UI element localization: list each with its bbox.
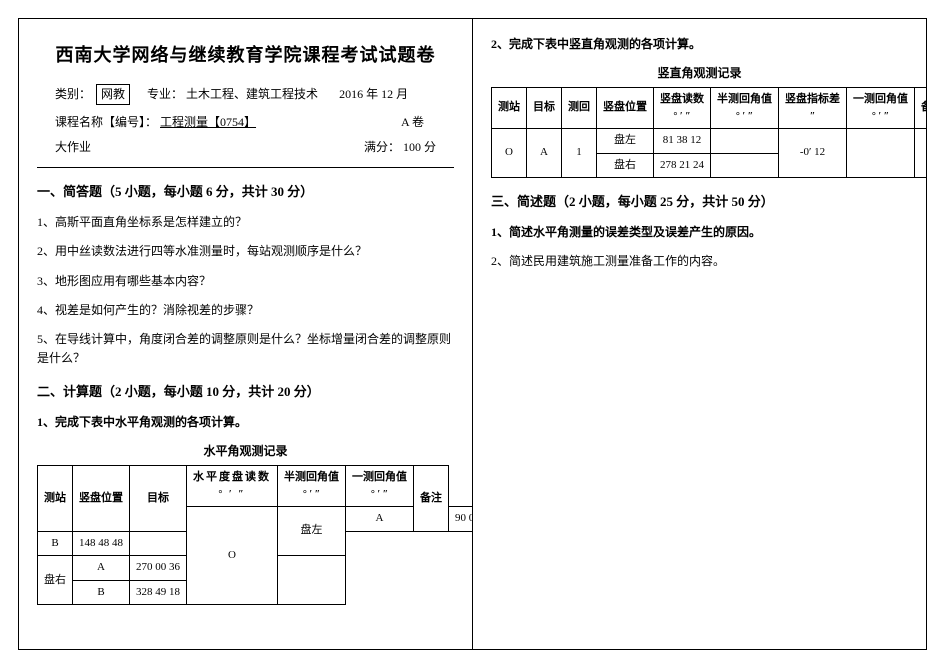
cell-pos-left: 盘左 [597,128,654,153]
cell-times: 1 [562,128,597,177]
exam-date: 2016 年 12 月 [339,87,408,101]
th-half: 半测回角值 ° ′ ″ [711,88,779,129]
table-row: 测站 竖盘位置 目标 水平度盘读数 ° ′ ″ 半测回角值 ° ′ ″ 一测回角… [38,466,473,507]
cell-target: B [73,580,130,605]
cell-reading: 81 38 12 [654,128,711,153]
category-label: 类别： [55,87,91,101]
major-label: 专业： [147,87,183,101]
cell-round [847,128,915,177]
meta-line-3: 大作业 满分： 100 分 [55,138,454,157]
th-station: 测站 [492,88,527,129]
question-5: 5、在导线计算中，角度闭合差的调整原则是什么？坐标增量闭合差的调整原则是什么？ [37,330,454,368]
th-position: 竖盘位置 [597,88,654,129]
calc-1-prompt: 1、完成下表中水平角观测的各项计算。 [37,413,454,432]
meta-line-2: 课程名称【编号】： 工程测量【0754】 A 卷 [55,113,454,132]
table-1-title: 水平角观测记录 [37,442,454,461]
vertical-angle-table: 测站 目标 测回 竖盘位置 竖盘读数 ° ′ ″ 半测回角值 ° ′ ″ 竖盘指… [491,87,927,178]
question-3: 3、地形图应用有哪些基本内容？ [37,272,454,291]
cell-target: A [346,507,414,532]
cell-pos-right: 盘右 [597,153,654,178]
divider [37,167,454,168]
cell-half [278,556,346,605]
table-row: O A 1 盘左 81 38 12 -0′ 12 [492,128,928,153]
worktype: 大作业 [55,140,91,154]
cell-reading: 148 48 48 [73,531,130,556]
course-label: 课程名称【编号】： [55,115,157,129]
category-value: 网教 [96,84,130,105]
describe-2: 2、简述民用建筑施工测量准备工作的内容。 [491,252,908,271]
cell-pos-left: 盘左 [278,507,346,556]
th-index: 竖盘指标差 ″ [779,88,847,129]
exam-page-right: 2、完成下表中竖直角观测的各项计算。 竖直角观测记录 测站 目标 测回 竖盘位置… [472,18,927,650]
section-2-heading: 二、计算题（2 小题，每小题 10 分，共计 20 分） [37,382,454,403]
cell-target: B [38,531,73,556]
th-round: 一测回角值 ° ′ ″ [847,88,915,129]
question-1: 1、高斯平面直角坐标系是怎样建立的？ [37,213,454,232]
cell-reading: 90 00 12 [449,507,473,532]
th-times: 测回 [562,88,597,129]
meta-line-1: 类别： 网教 专业： 土木工程、建筑工程技术 2016 年 12 月 [55,84,454,105]
th-station: 测站 [38,466,73,531]
course-value: 工程测量【0754】 [160,115,256,129]
question-2: 2、用中丝读数法进行四等水准测量时，每站观测顺序是什么？ [37,242,454,261]
cell-half [711,153,779,178]
th-target: 目标 [130,466,187,531]
cell-target: A [73,556,130,581]
th-note: 备注 [915,88,928,129]
calc-2-prompt: 2、完成下表中竖直角观测的各项计算。 [491,35,908,54]
cell-reading: 278 21 24 [654,153,711,178]
fullmark-value: 100 分 [403,140,436,154]
th-reading: 水平度盘读数 ° ′ ″ [187,466,278,507]
cell-note [915,128,928,177]
cell-index: -0′ 12 [779,128,847,177]
cell-reading: 328 49 18 [130,580,187,605]
th-note: 备注 [414,466,449,531]
major-value: 土木工程、建筑工程技术 [186,87,318,101]
exam-page-left: 西南大学网络与继续教育学院课程考试试题卷 类别： 网教 专业： 土木工程、建筑工… [18,18,472,650]
cell-station: O [492,128,527,177]
cell-reading: 270 00 36 [130,556,187,581]
th-round: 一测回角值 ° ′ ″ [346,466,414,507]
describe-1: 1、简述水平角测量的误差类型及误差产生的原因。 [491,223,908,242]
th-reading: 竖盘读数 ° ′ ″ [654,88,711,129]
question-4: 4、视差是如何产生的？消除视差的步骤？ [37,301,454,320]
th-position: 竖盘位置 [73,466,130,531]
table-2-title: 竖直角观测记录 [491,64,908,83]
th-half: 半测回角值 ° ′ ″ [278,466,346,507]
cell-half [711,128,779,153]
cell-station: O [187,507,278,605]
th-target: 目标 [527,88,562,129]
section-3-heading: 三、简述题（2 小题，每小题 25 分，共计 50 分） [491,192,908,213]
section-1-heading: 一、简答题（5 小题，每小题 6 分，共计 30 分） [37,182,454,203]
paper-label: A 卷 [401,113,424,132]
horizontal-angle-table: 测站 竖盘位置 目标 水平度盘读数 ° ′ ″ 半测回角值 ° ′ ″ 一测回角… [37,465,472,605]
cell-pos-right: 盘右 [38,556,73,605]
exam-title: 西南大学网络与继续教育学院课程考试试题卷 [37,41,454,70]
fullmark-label: 满分： [364,140,400,154]
table-row: 测站 目标 测回 竖盘位置 竖盘读数 ° ′ ″ 半测回角值 ° ′ ″ 竖盘指… [492,88,928,129]
cell-target: A [527,128,562,177]
